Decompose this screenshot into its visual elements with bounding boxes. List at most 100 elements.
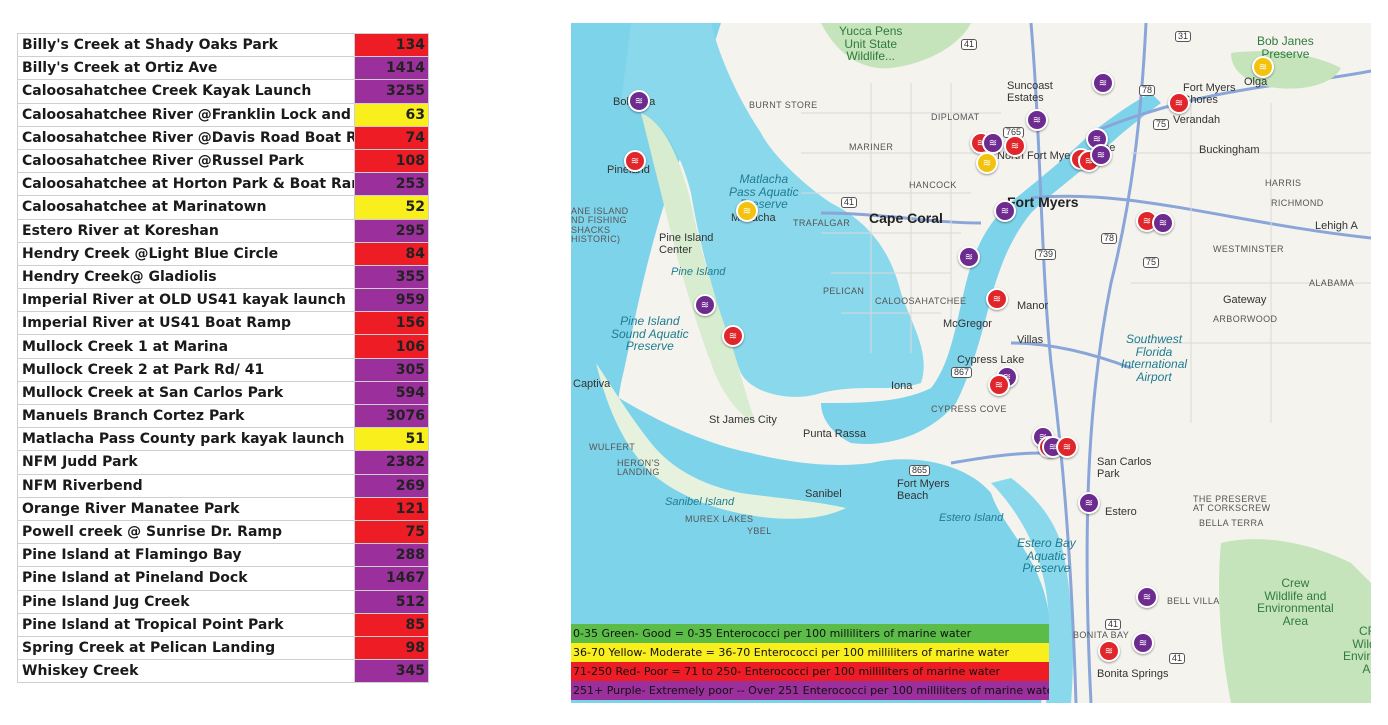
- site-count: 512: [354, 589, 429, 614]
- table-row: Caloosahatchee at Marinatown 52: [17, 195, 429, 220]
- site-name: Caloosahatchee Creek Kayak Launch: [17, 79, 355, 104]
- place-label-fort-myers-shores: Fort Myers Shores: [1183, 82, 1236, 106]
- matlacha-pass: [726, 123, 831, 333]
- sampling-site-pin[interactable]: ≋: [1026, 109, 1048, 131]
- site-name: Hendry Creek @Light Blue Circle: [17, 241, 355, 266]
- sampling-site-pin[interactable]: ≋: [1078, 492, 1100, 514]
- road-shield: 75: [1153, 119, 1170, 131]
- site-name: Billy's Creek at Shady Oaks Park: [17, 32, 355, 58]
- site-count: 84: [354, 241, 429, 266]
- table-row: Caloosahatchee River @Davis Road Boat Ra…: [17, 125, 429, 150]
- sampling-site-pin[interactable]: ≋: [1098, 640, 1120, 662]
- road-shield: 41: [1105, 619, 1122, 631]
- place-label-pine-island-center: Pine Island Center: [659, 232, 714, 256]
- swimmer-icon: ≋: [994, 379, 1004, 391]
- swimmer-icon: ≋: [742, 205, 752, 217]
- place-label-punta-rassa: Punta Rassa: [803, 428, 866, 440]
- sampling-site-pin[interactable]: ≋: [628, 90, 650, 112]
- site-count: 345: [354, 659, 429, 684]
- site-name: Pine Island at Flamingo Bay: [17, 543, 355, 568]
- sampling-site-pin[interactable]: ≋: [1152, 212, 1174, 234]
- sampling-site-pin[interactable]: ≋: [986, 288, 1008, 310]
- site-count: 3255: [354, 79, 429, 104]
- sampling-site-pin[interactable]: ≋: [1004, 135, 1026, 157]
- gulf-water: [571, 23, 721, 703]
- site-name: Mullock Creek 1 at Marina: [17, 334, 355, 359]
- site-name: Powell creek @ Sunrise Dr. Ramp: [17, 519, 355, 545]
- place-label-crew: Crew Wildlife and Environmental Area: [1257, 576, 1334, 628]
- swimmer-icon: ≋: [1142, 215, 1152, 227]
- place-label-manor: Manor: [1017, 300, 1049, 312]
- site-name: Caloosahatchee River @Russel Park: [17, 148, 355, 174]
- place-label-crew2: CRE Wildlife Environme Are: [1343, 624, 1371, 676]
- table-row: Caloosahatchee Creek Kayak Launch 3255: [17, 79, 429, 104]
- site-count: 51: [354, 427, 429, 452]
- place-label-bonita-springs: Bonita Springs: [1097, 668, 1169, 680]
- sampling-site-pin[interactable]: ≋: [1092, 72, 1114, 94]
- place-label-preserve-corkscrew: THE PRESERVE AT CORKSCREW: [1193, 494, 1271, 514]
- site-results-table: Billy's Creek at Shady Oaks Park 134 Billy…: [17, 32, 429, 684]
- site-count: 269: [354, 473, 429, 498]
- local-streets: [801, 83, 1371, 423]
- table-row: Imperial River at US41 Boat Ramp 156: [17, 311, 429, 336]
- swimmer-icon: ≋: [728, 330, 738, 342]
- table-row: Pine Island Jug Creek 512: [17, 589, 429, 614]
- site-name: Imperial River at OLD US41 kayak launch: [17, 288, 355, 313]
- sampling-site-pin[interactable]: ≋: [988, 374, 1010, 396]
- sampling-site-pin[interactable]: ≋: [994, 200, 1016, 222]
- table-row: Hendry Creek@ Gladiolis 355: [17, 264, 429, 290]
- sampling-site-pin[interactable]: ≋: [722, 325, 744, 347]
- site-name: Imperial River at US41 Boat Ramp: [17, 311, 355, 336]
- road-shield: 75: [1143, 257, 1160, 269]
- sampling-site-pin[interactable]: ≋: [1132, 632, 1154, 654]
- place-label-alabama: ALABAMA: [1309, 278, 1355, 288]
- table-row: Mullock Creek 1 at Marina 106: [17, 334, 429, 359]
- site-name: Caloosahatchee at Marinatown: [17, 195, 355, 220]
- place-label-arborwood: ARBORWOOD: [1213, 314, 1278, 324]
- sampling-site-pin[interactable]: ≋: [1252, 56, 1274, 78]
- sampling-site-pin[interactable]: ≋: [1168, 92, 1190, 114]
- sampling-site-pin[interactable]: ≋: [958, 246, 980, 268]
- table-row: NFM Riverbend 269: [17, 473, 429, 498]
- site-name: NFM Riverbend: [17, 473, 355, 498]
- road-shield: 41: [1169, 653, 1186, 665]
- place-label-burnt-store: BURNT STORE: [749, 100, 818, 110]
- swimmer-icon: ≋: [630, 155, 640, 167]
- swimmer-icon: ≋: [1096, 149, 1106, 161]
- place-label-ybel: YBEL: [747, 526, 772, 536]
- site-count: 63: [354, 102, 429, 127]
- place-label-iona: Iona: [891, 380, 913, 392]
- sampling-site-pin[interactable]: ≋: [982, 132, 1004, 154]
- legend-row: 71-250 Red- Poor = 71 to 250- Enterococc…: [571, 662, 1049, 681]
- place-label-yucca-pens: Yucca Pens Unit State Wildlife...: [839, 24, 903, 64]
- sampling-site-pin[interactable]: ≋: [1090, 144, 1112, 166]
- sampling-site-pin[interactable]: ≋: [694, 294, 716, 316]
- road-shield: 867: [951, 367, 973, 379]
- estero-bay: [991, 478, 1073, 703]
- table-row: Pine Island at Flamingo Bay 288: [17, 543, 429, 568]
- sampling-site-pin[interactable]: ≋: [976, 152, 998, 174]
- site-count: 98: [354, 635, 429, 661]
- site-name: Matlacha Pass County park kayak launch: [17, 427, 355, 452]
- swimmer-icon: ≋: [1258, 61, 1268, 73]
- swimmer-icon: ≋: [1084, 497, 1094, 509]
- place-label-fort-myers: Fort Myers: [1007, 194, 1079, 210]
- table-row: Spring Creek at Pelican Landing 98: [17, 635, 429, 661]
- site-count: 305: [354, 357, 429, 382]
- table-row: Matlacha Pass County park kayak launch 51: [17, 427, 429, 452]
- table-row: Mullock Creek 2 at Park Rd/ 41 305: [17, 357, 429, 382]
- sampling-site-pin[interactable]: ≋: [624, 150, 646, 172]
- swimmer-icon: ≋: [988, 137, 998, 149]
- place-label-pine-island-sound: Pine Island Sound Aquatic Preserve: [611, 314, 689, 354]
- swimmer-icon: ≋: [1062, 441, 1072, 453]
- swimmer-icon: ≋: [1142, 591, 1152, 603]
- sampling-site-pin[interactable]: ≋: [736, 200, 758, 222]
- sampling-site-pin[interactable]: ≋: [1056, 436, 1078, 458]
- table-row: Imperial River at OLD US41 kayak launch 9…: [17, 288, 429, 313]
- site-count: 156: [354, 311, 429, 336]
- water-quality-map[interactable]: Yucca Pens Unit State Wildlife... Bob Jan…: [571, 23, 1371, 703]
- swimmer-icon: ≋: [1010, 140, 1020, 152]
- place-label-mcgregor: McGregor: [943, 318, 992, 330]
- sampling-site-pin[interactable]: ≋: [1136, 586, 1158, 608]
- place-label-estero: Estero: [1105, 506, 1137, 518]
